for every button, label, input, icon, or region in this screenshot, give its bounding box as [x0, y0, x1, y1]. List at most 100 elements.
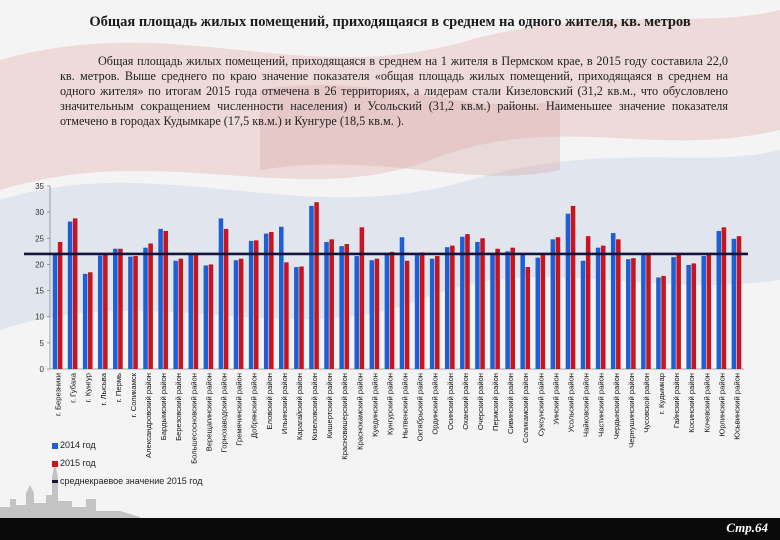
x-category-label-44: Юрлинский район: [717, 373, 726, 436]
bar-2014-25: [429, 258, 435, 369]
bar-2015-37: [616, 239, 621, 369]
bar-2014-45: [731, 238, 737, 369]
bar-2015-12: [238, 258, 244, 369]
bar-2015-19: [344, 244, 350, 369]
y-tick-label-20: 20: [35, 260, 44, 269]
bar-2014-19: [339, 246, 344, 369]
bar-2015-31: [525, 267, 531, 369]
bar-2015-17: [314, 202, 319, 369]
x-category-label-28: Очерский район: [476, 373, 485, 430]
legend-swatch-2014: [52, 442, 58, 449]
description-paragraph: Общая площадь жилых помещений, приходяща…: [60, 54, 728, 128]
x-category-label-1: г. Губаха: [69, 372, 78, 403]
x-category-label-7: Бардымский район: [159, 373, 168, 440]
bar-2014-32: [535, 257, 541, 369]
bar-2014-11: [218, 218, 224, 369]
bar-2014-21: [369, 260, 375, 369]
bar-2014-18: [324, 241, 329, 369]
bar-2015-39: [646, 252, 651, 369]
bar-2015-32: [540, 255, 546, 369]
bar-2014-1: [67, 221, 73, 369]
legend-item-2014: 2014 год: [52, 440, 96, 450]
x-category-label-41: Гайнский район: [672, 373, 681, 428]
bar-2015-7: [163, 230, 168, 369]
x-category-label-31: Соликамский район: [521, 373, 530, 443]
bar-2014-7: [158, 228, 163, 369]
bar-2014-10: [203, 265, 209, 369]
bar-2014-36: [595, 247, 601, 369]
bar-2015-29: [495, 248, 500, 369]
bar-2015-16: [299, 266, 304, 369]
legend-label-2014: 2014 год: [60, 440, 96, 450]
bar-2014-0: [52, 252, 58, 369]
y-tick-label-0: 0: [40, 365, 45, 374]
bar-2015-20: [359, 227, 365, 369]
x-category-label-18: Кишертский район: [325, 373, 334, 438]
bar-2014-17: [309, 205, 314, 369]
y-tick-label-35: 35: [35, 182, 44, 191]
bar-2014-8: [173, 260, 178, 369]
bar-2014-15: [279, 226, 284, 369]
bar-2015-4: [118, 248, 123, 369]
bar-2014-20: [354, 256, 359, 369]
x-category-label-6: Александровский район: [144, 373, 153, 458]
bar-2015-6: [148, 243, 153, 369]
legend-item-2015: 2015 год: [52, 458, 96, 468]
bar-2014-40: [656, 277, 661, 369]
bar-2014-3: [97, 255, 103, 369]
page-number: Стр.64: [726, 520, 768, 535]
bar-2015-10: [208, 264, 214, 369]
bar-2015-42: [691, 263, 697, 369]
bar-2014-34: [565, 213, 571, 369]
y-tick-label-5: 5: [40, 339, 45, 348]
bar-2015-45: [736, 236, 742, 369]
bar-2015-30: [510, 247, 515, 369]
bar-2015-5: [133, 256, 138, 369]
bar-2014-31: [520, 253, 525, 369]
bar-2014-12: [233, 260, 239, 369]
bar-2014-42: [686, 264, 691, 369]
x-category-label-5: г. Соликамск: [129, 372, 138, 417]
legend-label-2015: 2015 год: [60, 458, 96, 468]
footer-bar: [0, 518, 780, 540]
bar-2015-14: [269, 232, 274, 369]
x-category-label-2: г. Кунгур: [84, 373, 93, 402]
bar-2015-38: [631, 258, 636, 369]
bar-2014-16: [294, 267, 299, 369]
x-category-label-45: Юсьвинский район: [732, 373, 741, 440]
x-category-label-8: Березовский район: [174, 373, 183, 441]
bar-2015-23: [404, 260, 410, 369]
bar-2014-39: [641, 255, 646, 369]
bar-chart: 0 5 10 15 20 25 30 35 г. Березники г. Губаха г. Ку…: [24, 182, 748, 464]
bar-2015-22: [389, 251, 395, 369]
y-tick-label-30: 30: [35, 208, 44, 217]
bar-2015-3: [103, 255, 108, 369]
legend-swatch-average: [52, 480, 58, 484]
bar-2014-41: [671, 257, 676, 369]
bar-2014-5: [128, 256, 133, 369]
bar-2015-44: [721, 227, 727, 369]
bar-2015-35: [585, 236, 591, 369]
bar-2015-36: [600, 245, 606, 369]
bar-2015-27: [465, 234, 470, 369]
bar-2014-13: [248, 240, 254, 369]
bar-2014-24: [414, 253, 420, 369]
bar-2014-22: [384, 252, 390, 369]
bar-2015-28: [480, 238, 485, 369]
x-category-label-35: Чайковский район: [582, 373, 591, 437]
x-category-label-20: Краснокамский район: [355, 373, 364, 450]
bar-2014-27: [460, 236, 465, 369]
bar-2014-23: [399, 237, 405, 369]
bar-2014-43: [701, 256, 706, 369]
x-category-label-3: г. Лысьва: [99, 372, 108, 405]
x-category-label-33: Уинский район: [551, 373, 560, 425]
bar-2014-37: [610, 233, 616, 369]
legend-item-average: среднекраевое значение 2015 год: [52, 476, 202, 486]
x-category-label-4: г. Пермь: [114, 373, 123, 402]
bar-2015-13: [253, 240, 259, 369]
x-category-label-15: Ильинский район: [280, 373, 289, 434]
bar-2014-14: [263, 233, 269, 369]
x-category-label-14: Еловский район: [265, 373, 274, 430]
legend-swatch-2015: [52, 460, 58, 467]
x-category-label-32: Суксунский район: [536, 373, 545, 436]
